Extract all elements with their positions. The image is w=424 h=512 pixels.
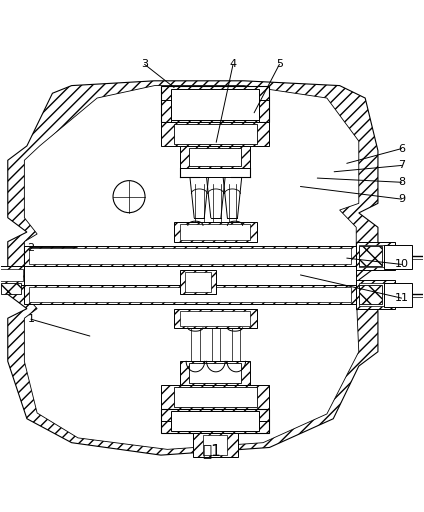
Polygon shape: [161, 385, 269, 409]
Polygon shape: [189, 148, 241, 166]
Polygon shape: [180, 146, 250, 168]
Polygon shape: [359, 246, 382, 266]
Polygon shape: [189, 363, 241, 383]
Polygon shape: [24, 246, 356, 266]
Text: 图1: 图1: [203, 443, 221, 458]
Text: 10: 10: [395, 260, 409, 269]
Polygon shape: [203, 435, 227, 455]
Polygon shape: [359, 283, 392, 306]
Text: 4: 4: [229, 59, 237, 69]
Polygon shape: [180, 270, 216, 294]
Polygon shape: [356, 242, 394, 270]
Polygon shape: [180, 361, 250, 385]
Text: 1: 1: [28, 314, 34, 324]
Polygon shape: [356, 246, 384, 266]
Polygon shape: [24, 266, 356, 285]
Polygon shape: [174, 387, 257, 407]
Polygon shape: [161, 86, 269, 122]
Polygon shape: [174, 223, 257, 242]
Polygon shape: [24, 86, 359, 450]
Polygon shape: [359, 245, 392, 267]
Polygon shape: [30, 248, 351, 264]
Polygon shape: [384, 283, 413, 307]
Text: 9: 9: [398, 194, 405, 204]
Text: 8: 8: [398, 177, 405, 187]
Text: 7: 7: [398, 160, 405, 170]
Polygon shape: [356, 280, 394, 309]
Polygon shape: [359, 285, 382, 304]
Polygon shape: [180, 311, 250, 326]
Polygon shape: [193, 433, 237, 457]
Polygon shape: [24, 285, 356, 304]
Polygon shape: [1, 283, 20, 294]
Polygon shape: [0, 266, 24, 285]
Text: 5: 5: [276, 59, 283, 69]
Polygon shape: [171, 90, 259, 120]
Polygon shape: [185, 272, 211, 292]
Polygon shape: [174, 124, 257, 144]
Polygon shape: [180, 224, 250, 240]
Text: 6: 6: [398, 143, 405, 154]
Polygon shape: [356, 285, 384, 304]
Polygon shape: [0, 269, 23, 281]
Polygon shape: [174, 309, 257, 328]
Polygon shape: [384, 245, 413, 269]
Polygon shape: [161, 409, 269, 433]
Text: 2: 2: [27, 243, 34, 252]
Text: 11: 11: [395, 293, 409, 303]
Polygon shape: [8, 81, 378, 455]
Polygon shape: [161, 122, 269, 146]
Text: 3: 3: [141, 59, 148, 69]
Polygon shape: [30, 287, 351, 302]
Polygon shape: [171, 411, 259, 431]
